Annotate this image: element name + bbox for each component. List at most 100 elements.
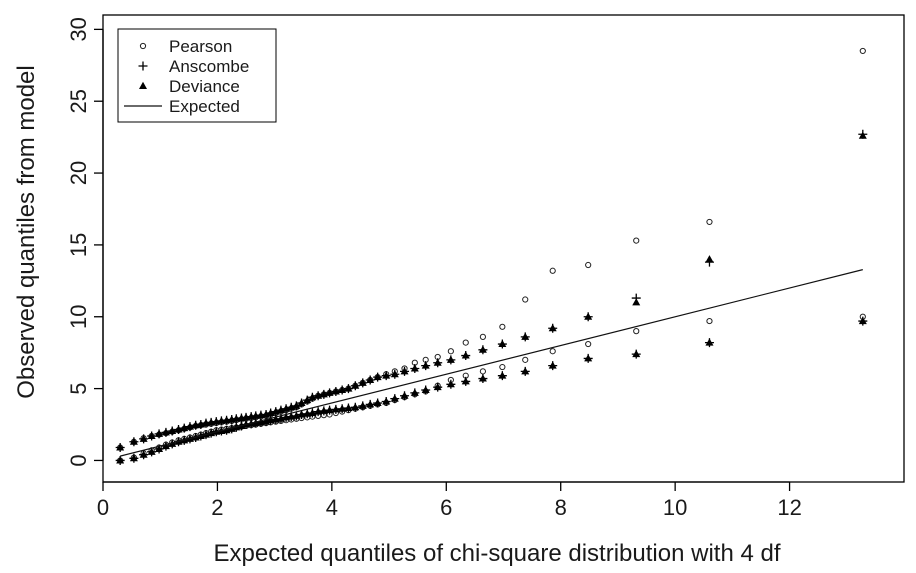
data-point-deviance xyxy=(116,443,125,451)
legend-label-deviance: Deviance xyxy=(169,77,240,96)
y-tick-label: 5 xyxy=(66,382,91,394)
data-point-pearson xyxy=(585,261,592,269)
data-point-deviance xyxy=(292,401,301,409)
data-point-deviance xyxy=(351,403,360,411)
data-point-deviance xyxy=(548,361,557,369)
data-point-deviance xyxy=(358,401,367,409)
data-point-deviance xyxy=(446,380,455,388)
data-point-pearson xyxy=(633,237,640,244)
x-tick-label: 6 xyxy=(440,495,452,520)
data-point-deviance xyxy=(331,405,340,413)
data-point-deviance xyxy=(410,388,419,396)
x-tick-label: 0 xyxy=(97,495,109,520)
data-point-pearson xyxy=(706,218,713,226)
data-point-deviance xyxy=(319,406,328,414)
legend-symbol-anscombe xyxy=(138,61,148,71)
legend-symbol-pearson xyxy=(139,42,147,50)
data-point-deviance xyxy=(498,371,507,379)
data-point-deviance xyxy=(521,332,530,340)
data-point-deviance xyxy=(373,372,382,381)
data-point-deviance xyxy=(325,405,334,414)
legend-label-expected: Expected xyxy=(169,97,240,116)
data-point-deviance xyxy=(548,324,557,332)
data-point-pearson xyxy=(462,339,469,346)
data-point-deviance xyxy=(858,316,867,325)
data-point-deviance xyxy=(331,387,340,395)
data-point-pearson xyxy=(706,317,713,325)
y-tick-label: 30 xyxy=(66,17,91,41)
x-tick-label: 8 xyxy=(555,495,567,520)
data-point-pearson xyxy=(499,323,506,330)
x-axis-title: Expected quantiles of chi-square distrib… xyxy=(214,540,781,567)
data-point-pearson xyxy=(633,328,640,335)
y-tick-label: 20 xyxy=(66,161,91,185)
data-point-deviance xyxy=(705,255,714,263)
data-point-deviance xyxy=(116,456,125,464)
data-point-deviance xyxy=(390,370,399,378)
data-point-deviance xyxy=(325,388,334,396)
data-point-deviance xyxy=(382,397,391,405)
data-point-deviance xyxy=(584,354,593,362)
data-point-deviance xyxy=(705,338,714,346)
data-point-deviance xyxy=(632,298,641,306)
data-point-deviance xyxy=(161,428,170,436)
legend-symbols xyxy=(124,42,162,107)
data-point-pearson xyxy=(479,333,487,340)
y-tick-label: 15 xyxy=(66,233,91,257)
data-point-deviance xyxy=(155,429,164,437)
data-point-deviance xyxy=(858,131,867,139)
data-point-deviance xyxy=(344,403,353,411)
data-point-deviance xyxy=(421,361,430,369)
data-point-pearson xyxy=(522,356,529,363)
data-point-deviance xyxy=(351,381,360,389)
data-point-deviance xyxy=(400,367,409,375)
data-point-deviance xyxy=(344,384,353,392)
data-point-pearson xyxy=(549,348,556,355)
data-point-pearson xyxy=(499,363,506,371)
data-point-deviance xyxy=(168,426,177,434)
data-point-deviance xyxy=(366,375,375,383)
expected-line xyxy=(120,269,863,457)
y-axis-title: Observed quantiles from model xyxy=(13,65,40,399)
data-point-deviance xyxy=(303,395,312,404)
data-point-deviance xyxy=(129,454,138,462)
data-point-deviance xyxy=(461,351,470,359)
x-tick-label: 4 xyxy=(326,495,338,520)
data-point-deviance xyxy=(139,450,148,458)
data-point-deviance xyxy=(147,431,156,440)
data-point-deviance xyxy=(478,374,487,382)
legend-label-pearson: Pearson xyxy=(169,37,232,56)
data-point-deviance xyxy=(366,400,375,408)
data-point-deviance xyxy=(421,385,430,394)
data-point-deviance xyxy=(632,349,641,358)
data-point-deviance xyxy=(161,441,170,450)
series-deviance xyxy=(116,131,867,451)
y-tick-label: 25 xyxy=(66,89,91,113)
data-point-deviance xyxy=(139,434,148,442)
data-point-deviance xyxy=(373,398,382,406)
legend-symbol-deviance xyxy=(139,81,147,89)
series-deviance xyxy=(116,316,867,464)
y-axis: 0 5 10 15 20 25 30 xyxy=(66,17,104,467)
data-point-deviance xyxy=(410,364,419,372)
data-point-deviance xyxy=(446,355,455,363)
data-point-deviance xyxy=(584,312,593,320)
data-point-deviance xyxy=(314,407,323,415)
data-point-deviance xyxy=(297,398,306,406)
x-axis: 0 2 4 6 8 10 12 xyxy=(97,481,802,520)
data-point-deviance xyxy=(338,404,347,412)
series-anscombe xyxy=(115,129,868,453)
series-anscombe xyxy=(115,316,868,465)
data-point-deviance xyxy=(129,437,138,445)
x-tick-label: 12 xyxy=(777,495,801,520)
data-point-deviance xyxy=(358,378,367,386)
series-pearson xyxy=(117,313,866,464)
y-tick-label: 10 xyxy=(66,305,91,329)
expected-line-group xyxy=(120,269,863,457)
data-point-deviance xyxy=(390,394,399,402)
data-point-deviance xyxy=(461,377,470,385)
y-tick-label: 0 xyxy=(66,454,91,466)
data-point-deviance xyxy=(400,391,409,399)
data-point-deviance xyxy=(382,371,391,379)
